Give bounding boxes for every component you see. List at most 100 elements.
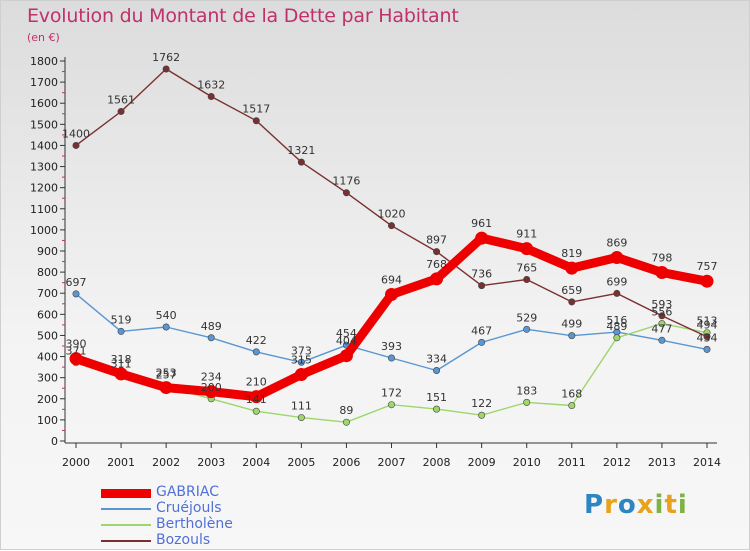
series-gabriac-point — [249, 390, 263, 404]
series-bertholne-point — [568, 402, 576, 410]
series-gabriac-data-label: 768 — [426, 258, 447, 271]
series-gabriac-point — [114, 367, 128, 381]
y-tick-label: 800 — [37, 266, 58, 279]
series-gabriac-data-label: 798 — [651, 252, 672, 265]
series-bozouls-data-label: 1020 — [378, 208, 406, 221]
y-tick-label: 1700 — [30, 76, 58, 89]
series-bertholne-data-label: 151 — [426, 391, 447, 404]
series-bertholne-point — [613, 334, 621, 342]
series-bozouls-point — [342, 189, 350, 197]
series-bertholne-data-label: 489 — [606, 320, 627, 333]
chart-title: Evolution du Montant de la Dette par Hab… — [27, 5, 459, 27]
series-bertholne-data-label: 257 — [156, 369, 177, 382]
x-tick-label: 2007 — [378, 456, 406, 469]
series-gabriac-point — [385, 287, 398, 301]
series-crujouls-point — [433, 366, 441, 374]
x-tick-label: 2009 — [468, 456, 496, 469]
y-tick-label: 1500 — [30, 118, 58, 131]
y-tick-label: 1300 — [30, 161, 58, 174]
x-tick-label: 2014 — [693, 456, 721, 469]
series-bozouls-data-label: 736 — [471, 268, 492, 281]
series-bertholne-point — [658, 320, 666, 328]
series-gabriac-data-label: 253 — [156, 367, 177, 380]
series-crujouls-point — [387, 354, 395, 362]
x-tick-label: 2008 — [423, 456, 451, 469]
y-tick-label: 900 — [37, 245, 58, 258]
series-crujouls-data-label: 519 — [111, 313, 132, 326]
series-crujouls-point — [207, 334, 215, 342]
series-bozouls-data-label: 659 — [561, 284, 582, 297]
series-bozouls-data-label: 1561 — [107, 93, 135, 106]
series-bozouls-point — [478, 282, 486, 290]
series-crujouls-data-label: 467 — [471, 324, 492, 337]
series-bertholne-data-label: 556 — [651, 306, 672, 319]
series-gabriac-point — [565, 261, 579, 275]
x-tick-label: 2013 — [648, 456, 676, 469]
series-crujouls-data-label: 477 — [651, 322, 672, 335]
series-crujouls-point — [162, 323, 170, 331]
series-bertholne-point — [342, 418, 350, 426]
y-tick-label: 1400 — [30, 139, 58, 152]
series-bozouls-point — [207, 92, 215, 100]
series-bozouls-point — [162, 65, 170, 73]
unit-label: (en €) — [27, 31, 60, 44]
legend-swatch — [101, 540, 151, 542]
legend-label: GABRIAC — [156, 484, 219, 500]
series-bozouls-point — [387, 222, 395, 230]
x-tick-label: 2005 — [287, 456, 315, 469]
y-tick-label: 400 — [37, 351, 58, 364]
legend-swatch — [101, 524, 151, 526]
legend-label: Cruéjouls — [156, 500, 222, 516]
x-tick-label: 2012 — [603, 456, 631, 469]
series-crujouls-data-label: 697 — [66, 276, 87, 289]
series-bozouls-data-label: 699 — [606, 275, 627, 288]
series-gabriac-point — [430, 272, 444, 286]
series-gabriac-data-label: 315 — [291, 354, 312, 367]
series-gabriac-point — [159, 381, 173, 395]
series-bertholne-point — [523, 398, 531, 406]
series-bertholne-point — [252, 407, 260, 415]
series-bozouls-data-label: 1762 — [152, 51, 180, 64]
series-crujouls-point — [252, 348, 260, 356]
series-gabriac-data-label: 819 — [561, 247, 582, 260]
y-tick-label: 1100 — [30, 203, 58, 216]
series-crujouls-point — [72, 290, 80, 298]
series-bertholne-point — [433, 405, 441, 413]
y-tick-label: 1200 — [30, 182, 58, 195]
series-bertholne-data-label: 200 — [201, 381, 222, 394]
series-gabriac-data-label: 404 — [336, 335, 357, 348]
series-bozouls-point — [252, 117, 260, 125]
x-tick-label: 2002 — [152, 456, 180, 469]
series-gabriac-point — [655, 266, 669, 280]
series-crujouls-data-label: 422 — [246, 334, 267, 347]
series-bozouls-data-label: 593 — [651, 298, 672, 311]
series-crujouls-data-label: 489 — [201, 320, 222, 333]
series-crujouls-data-label: 499 — [561, 318, 582, 331]
logo-letter: i — [677, 490, 688, 520]
x-tick-label: 2001 — [107, 456, 135, 469]
series-bertholne-data-label: 89 — [339, 404, 353, 417]
y-tick-label: 1800 — [30, 55, 58, 68]
series-crujouls-point — [297, 358, 305, 366]
series-gabriac-data-label: 869 — [606, 237, 627, 250]
x-tick-label: 2010 — [513, 456, 541, 469]
series-crujouls-point — [478, 338, 486, 346]
series-bozouls-data-label: 1632 — [197, 78, 225, 91]
series-crujouls-data-label: 454 — [336, 327, 357, 340]
series-bozouls-point — [297, 158, 305, 166]
y-tick-label: 500 — [37, 329, 58, 342]
logo-letter: P — [584, 490, 605, 520]
series-bertholne-data-label: 183 — [516, 384, 537, 397]
y-tick-label: 1600 — [30, 97, 58, 110]
series-bozouls-data-label: 494 — [697, 319, 718, 332]
series-crujouls-point — [568, 332, 576, 340]
y-tick-label: 1000 — [30, 224, 58, 237]
series-gabriac-point — [610, 251, 624, 265]
series-bertholne-data-label: 371 — [66, 345, 87, 358]
logo-letter: i — [654, 490, 665, 520]
series-gabriac-data-label: 318 — [111, 353, 132, 366]
legend-swatch — [101, 508, 151, 510]
series-bozouls-point — [72, 141, 80, 149]
